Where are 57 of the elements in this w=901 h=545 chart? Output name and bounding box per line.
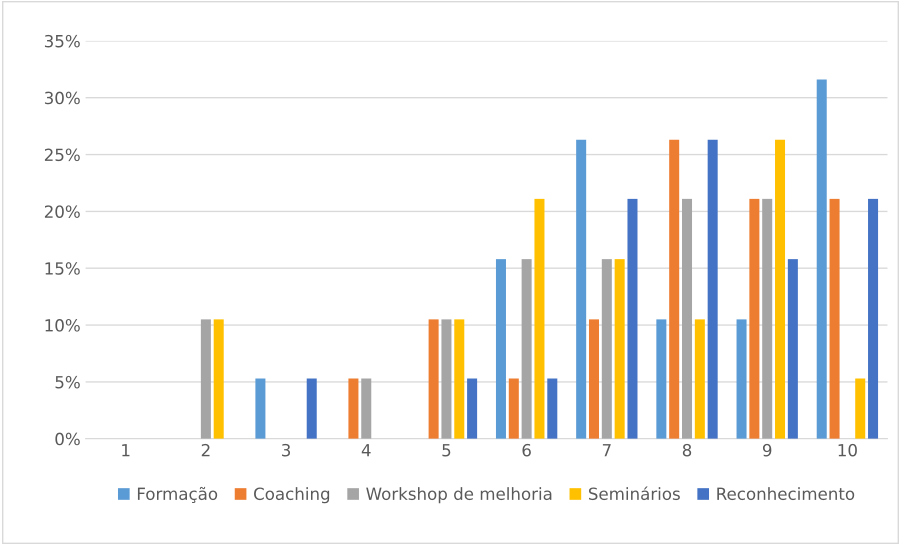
bar: [736, 319, 747, 439]
y-tick-label: 35%: [44, 34, 80, 48]
bar: [588, 319, 600, 439]
y-tick-label: 10%: [46, 319, 80, 332]
x-tick-label: 1: [122, 444, 130, 456]
y-tick-label: 0%: [55, 432, 80, 446]
x-tick-label: 5: [442, 444, 450, 456]
bar: [749, 198, 760, 439]
x-tick-label: 2: [202, 444, 210, 456]
bar: [816, 80, 827, 439]
legend-label: Seminários: [588, 486, 680, 500]
legend-label: Workshop de melhoria: [366, 487, 552, 504]
bar: [614, 259, 625, 439]
bar: [508, 378, 519, 439]
bar: [428, 319, 439, 439]
bar: [775, 140, 786, 439]
bar: [255, 378, 266, 439]
bar: [694, 319, 705, 439]
bar: [708, 140, 718, 439]
bar: [361, 378, 372, 439]
bar: [762, 198, 772, 439]
y-tick-label: 15%: [46, 262, 80, 275]
bar: [830, 198, 840, 439]
bar: [441, 319, 452, 439]
bar: [682, 198, 692, 439]
bar: [602, 259, 612, 439]
bar: [348, 378, 358, 439]
bar: [454, 319, 464, 439]
bar: [656, 319, 666, 439]
x-tick-label: 4: [362, 444, 371, 456]
bar: [214, 319, 224, 439]
y-tick-label: 5%: [56, 376, 80, 388]
x-tick-label: 9: [762, 444, 772, 456]
x-tick-label: 6: [522, 444, 531, 456]
x-tick-label: 8: [682, 444, 692, 456]
bar: [868, 198, 878, 439]
bar: [547, 378, 558, 439]
x-tick-label: 7: [602, 444, 611, 456]
bar: [200, 319, 211, 439]
legend-label: Formação: [138, 486, 218, 504]
x-tick-label: 10: [838, 444, 857, 456]
bar: [496, 259, 506, 439]
y-tick-label: 25%: [44, 148, 80, 162]
bar: [306, 378, 317, 439]
bar: [467, 378, 478, 439]
x-tick-label: 3: [282, 444, 290, 456]
legend-label: Coaching: [254, 487, 330, 504]
bar: [627, 198, 638, 439]
legend-label: Reconhecimento: [717, 487, 854, 500]
y-tick-label: 20%: [44, 205, 80, 218]
bar: [576, 140, 586, 439]
bar: [788, 259, 798, 439]
bar: [534, 198, 544, 439]
y-tick-label: 30%: [44, 92, 80, 104]
bar: [669, 140, 680, 439]
bar: [855, 378, 866, 439]
bar: [522, 259, 532, 439]
